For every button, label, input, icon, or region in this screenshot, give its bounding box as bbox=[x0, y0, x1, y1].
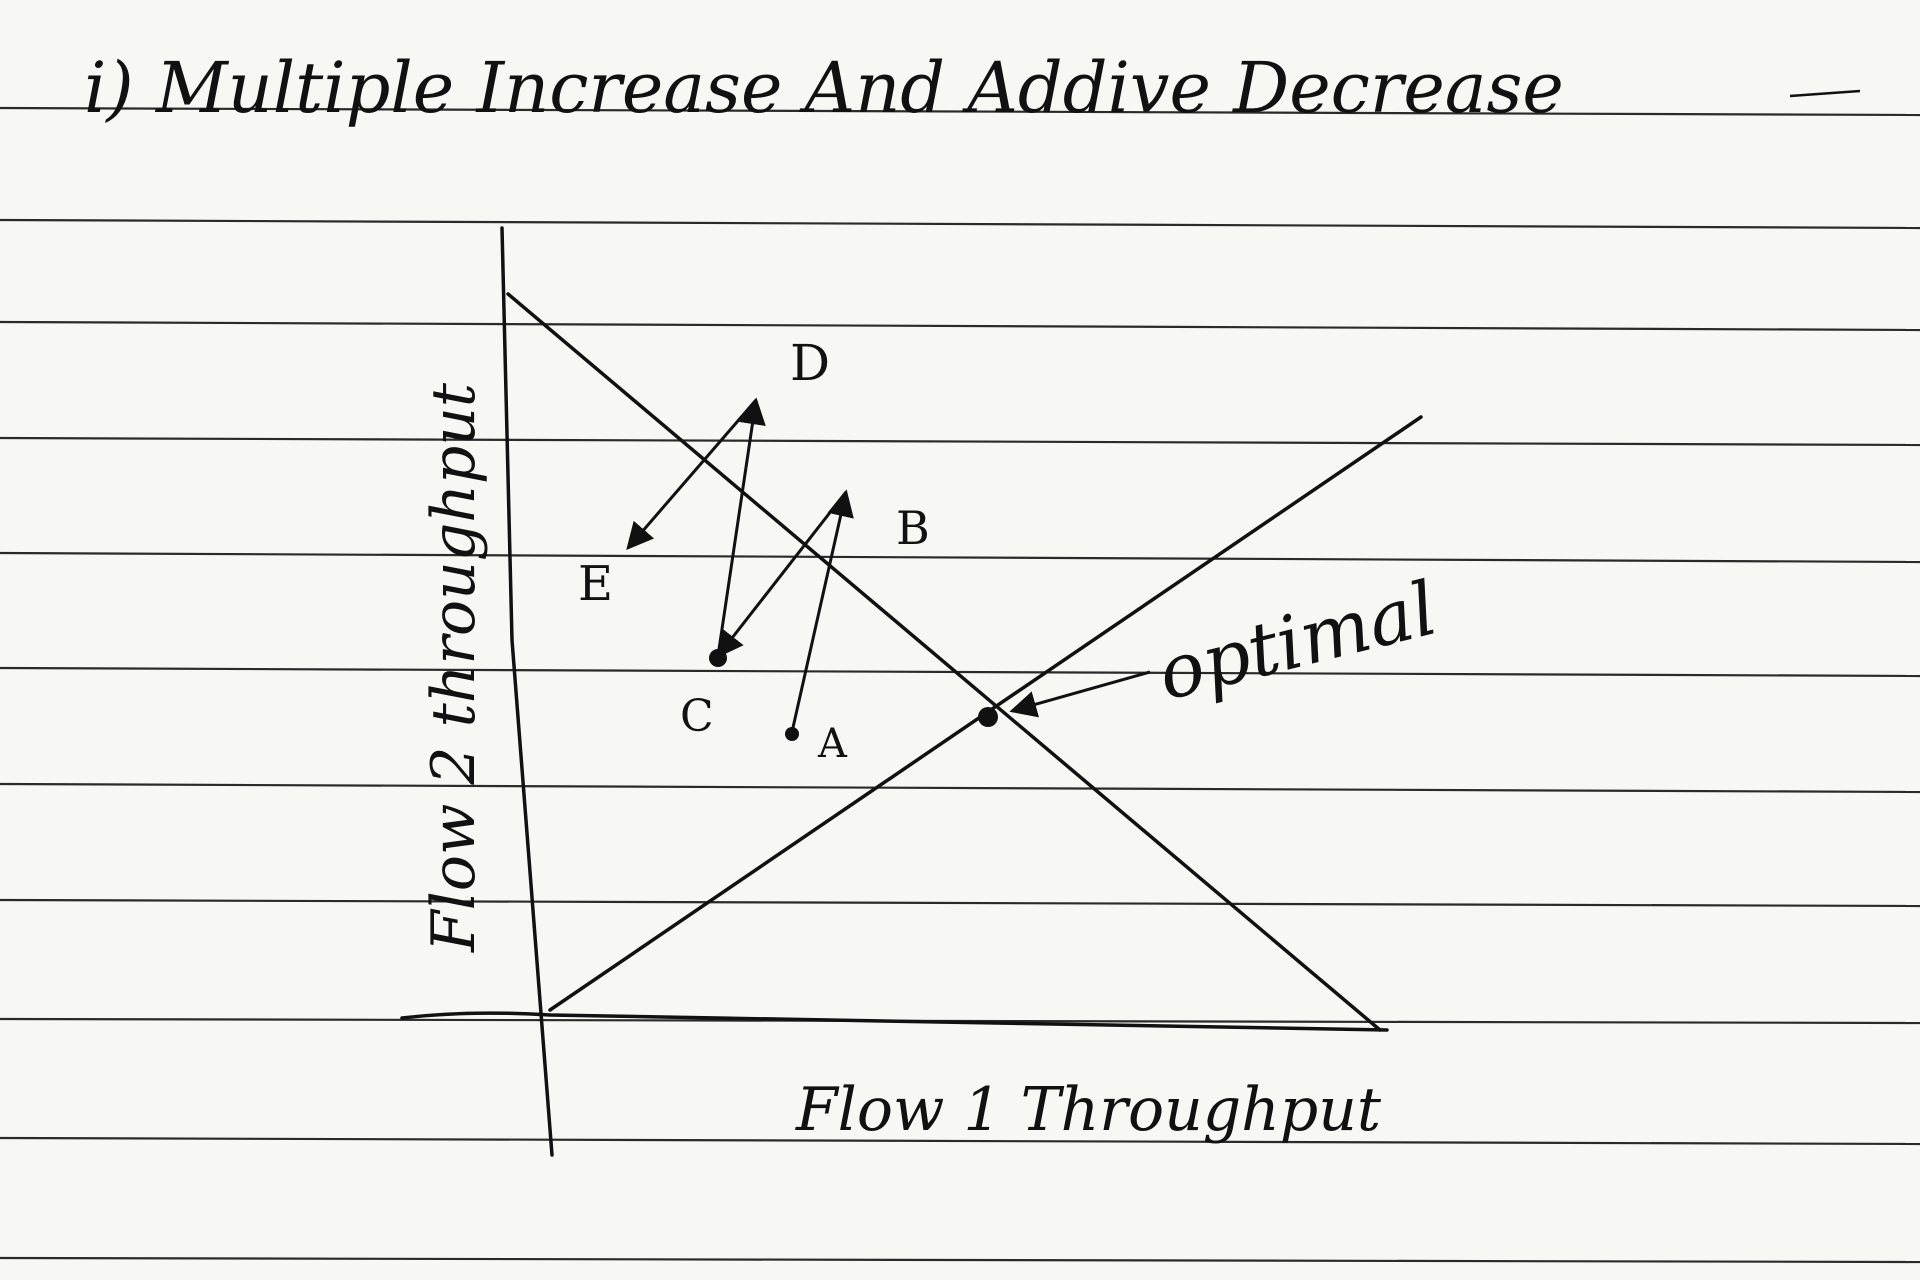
point-c-dot bbox=[709, 649, 727, 667]
ruled-line bbox=[0, 782, 1920, 794]
x-axis bbox=[400, 1011, 1389, 1032]
point-c-label: C bbox=[680, 691, 714, 742]
ruled-line bbox=[0, 106, 1920, 117]
y-axis-label: Flow 2 throughput bbox=[419, 382, 489, 953]
ruled-line bbox=[0, 1256, 1920, 1264]
point-b-label: B bbox=[896, 501, 930, 555]
ruled-line bbox=[0, 666, 1920, 678]
ruled-line bbox=[0, 551, 1920, 564]
optimal-arrow bbox=[1009, 670, 1151, 718]
axes bbox=[400, 226, 1389, 1157]
trajectory bbox=[626, 397, 854, 733]
ruled-line bbox=[0, 1136, 1920, 1146]
optimal-point bbox=[978, 707, 998, 727]
arrow-c-to-d bbox=[716, 397, 766, 657]
point-a-dot bbox=[785, 727, 799, 741]
arrow-b-to-c bbox=[716, 491, 848, 659]
ruled-line bbox=[0, 436, 1920, 447]
optimal-label: optimal bbox=[1150, 565, 1446, 717]
x-axis-label: Flow 1 Throughput bbox=[795, 1075, 1382, 1145]
point-d-label: D bbox=[790, 334, 830, 392]
ruled-line bbox=[0, 898, 1920, 908]
arrow-a-to-b bbox=[790, 489, 854, 733]
ruled-line bbox=[0, 320, 1920, 332]
title-trailing-dash bbox=[1789, 89, 1861, 98]
ruled-line bbox=[0, 218, 1920, 230]
y-axis bbox=[500, 226, 554, 1157]
arrow-d-to-e bbox=[626, 399, 758, 551]
page-title: i) Multiple Increase And Addive Decrease bbox=[84, 47, 1564, 129]
point-a-label: A bbox=[817, 721, 848, 767]
point-e-label: E bbox=[578, 556, 613, 612]
efficiency-line bbox=[506, 292, 1382, 1032]
